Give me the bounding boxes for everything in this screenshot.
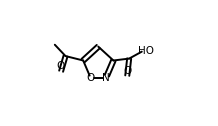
Text: O: O — [87, 73, 95, 83]
Text: O: O — [57, 61, 65, 71]
Text: O: O — [123, 66, 131, 76]
Text: HO: HO — [138, 46, 153, 56]
Text: N: N — [102, 73, 110, 83]
